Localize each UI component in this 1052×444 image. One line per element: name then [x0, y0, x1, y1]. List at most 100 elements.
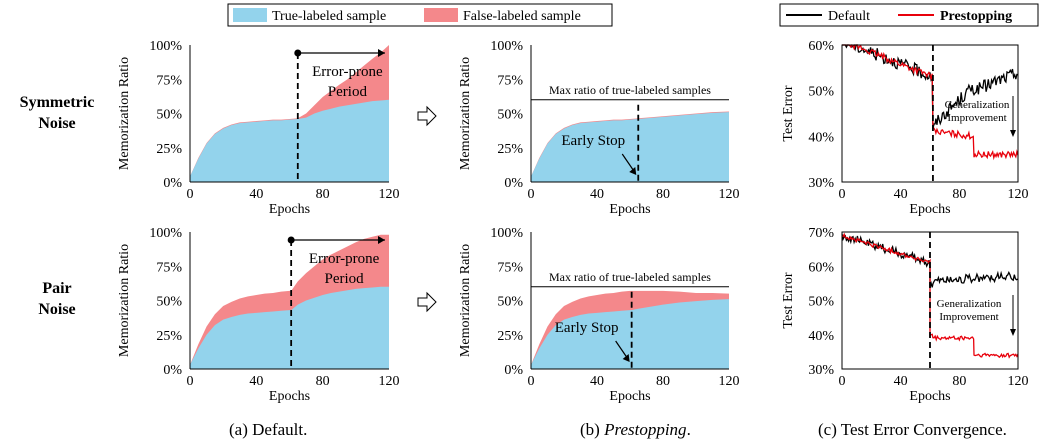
x-tick-label: 40: [894, 187, 908, 202]
x-tick-label: 40: [894, 374, 908, 389]
legend-swatch-true: [233, 8, 267, 22]
legend-frame: [227, 3, 613, 27]
x-axis-label: Epochs: [269, 389, 310, 404]
x-tick-label: 120: [379, 187, 400, 202]
legend-top: True-labeled sample False-labeled sample: [227, 3, 613, 27]
row-label-line: Noise: [38, 115, 76, 132]
error-prone-label: Error-prone: [309, 251, 380, 267]
x-axis-label: Epochs: [609, 389, 650, 404]
y-axis-label: Test Error: [781, 85, 796, 142]
max-ratio-label: Max ratio of true-labeled samples: [549, 83, 711, 97]
x-tick-label: 40: [249, 374, 263, 389]
chart-a-top: 0 40 80 120 0% 25% 50% 75% 100% Epochs Memorizatio…: [117, 39, 400, 217]
error-prone-arrow-head: [378, 236, 385, 244]
y-tick-label: 50%: [808, 295, 834, 310]
y-tick-label: 25%: [497, 142, 523, 157]
x-tick-label: 120: [1008, 374, 1029, 389]
y-axis-label: Memorization Ratio: [458, 57, 473, 170]
generalization-label: Generalization: [945, 99, 1010, 111]
caption-b: (b) Prestopping.: [580, 420, 691, 440]
x-tick-label: 0: [187, 374, 194, 389]
legend-swatch-false: [424, 8, 458, 22]
y-tick-label: 50%: [156, 108, 182, 123]
x-tick-label: 40: [249, 187, 263, 202]
early-stop-arrow-head: [622, 354, 630, 362]
x-tick-label: 120: [379, 374, 400, 389]
early-stop-label: Early Stop: [555, 320, 619, 336]
y-tick-label: 50%: [497, 295, 523, 310]
x-tick-label: 0: [839, 374, 846, 389]
x-tick-label: 80: [952, 187, 966, 202]
y-axis-label: Memorization Ratio: [117, 244, 132, 357]
x-tick-label: 120: [719, 187, 740, 202]
caption-a: (a) Default.: [229, 420, 308, 439]
y-tick-label: 75%: [156, 73, 182, 88]
y-tick-label: 25%: [156, 329, 182, 344]
x-tick-label: 0: [839, 187, 846, 202]
y-tick-label: 100%: [149, 39, 182, 54]
x-tick-label: 0: [528, 187, 535, 202]
row-label-line: Noise: [38, 301, 76, 318]
caption-b-suffix: .: [686, 420, 691, 439]
y-tick-label: 40%: [808, 329, 834, 344]
early-stop-arrow-head: [629, 167, 637, 175]
x-tick-label: 80: [952, 374, 966, 389]
chart-c-top: 0 40 80 120 30% 40% 50% 60% Epochs Test Error Gene…: [781, 39, 1029, 217]
y-tick-label: 25%: [156, 142, 182, 157]
error-prone-label: Period: [328, 84, 368, 100]
true-labeled-area: [531, 299, 729, 369]
generalization-label: Improvement: [939, 311, 998, 323]
y-tick-label: 30%: [808, 363, 834, 378]
true-labeled-area: [190, 286, 389, 369]
x-tick-label: 80: [316, 374, 330, 389]
y-tick-label: 75%: [497, 73, 523, 88]
y-tick-label: 70%: [808, 226, 834, 241]
chart-b-bot: 0 40 80 120 0% 25% 50% 75% 100% Epochs Memorizatio…: [458, 226, 740, 404]
prestopping-series-line: [842, 44, 1019, 161]
improvement-arrow-head: [1010, 329, 1016, 336]
y-tick-label: 50%: [808, 85, 834, 100]
y-tick-label: 50%: [156, 295, 182, 310]
true-labeled-area: [190, 99, 389, 182]
row-label-symmetric: Symmetric Noise: [16, 92, 98, 134]
y-tick-label: 100%: [490, 226, 523, 241]
x-tick-label: 80: [656, 187, 670, 202]
y-tick-label: 75%: [156, 260, 182, 275]
y-tick-label: 0%: [504, 176, 523, 191]
row-label-line: Symmetric: [19, 94, 95, 111]
max-ratio-label: Max ratio of true-labeled samples: [549, 270, 711, 284]
generalization-label: Improvement: [947, 112, 1006, 124]
x-tick-label: 40: [590, 187, 604, 202]
legend-label-false: False-labeled sample: [463, 9, 581, 24]
caption-c: (c) Test Error Convergence.: [818, 420, 1007, 439]
y-axis-label: Test Error: [781, 272, 796, 329]
y-tick-label: 75%: [497, 260, 523, 275]
y-axis-label: Memorization Ratio: [117, 57, 132, 170]
row-label-line: Pair: [42, 280, 72, 297]
x-tick-label: 0: [528, 374, 535, 389]
x-axis-label: Epochs: [909, 389, 950, 404]
caption-b-italic: Prestopping: [604, 420, 687, 439]
chart-c-bot: 0 40 80 120 30% 40% 50% 60% 70% Epochs Test Error G…: [781, 226, 1029, 404]
row-label-pair: Pair Noise: [16, 278, 98, 320]
y-tick-label: 25%: [497, 329, 523, 344]
legend-label-default: Default: [828, 9, 870, 24]
generalization-label: Generalization: [937, 298, 1002, 310]
y-tick-label: 100%: [149, 226, 182, 241]
x-axis-label: Epochs: [909, 202, 950, 217]
x-tick-label: 40: [590, 374, 604, 389]
chart-b-top: 0 40 80 120 0% 25% 50% 75% 100% Epochs Memorizatio…: [458, 39, 740, 217]
y-tick-label: 30%: [808, 176, 834, 191]
x-tick-label: 0: [187, 187, 194, 202]
caption-b-prefix: (b): [580, 420, 605, 439]
x-axis-label: Epochs: [269, 202, 310, 217]
x-tick-label: 120: [719, 374, 740, 389]
error-prone-label: Error-prone: [312, 64, 383, 80]
y-tick-label: 0%: [163, 176, 182, 191]
y-axis-label: Memorization Ratio: [458, 244, 473, 357]
error-prone-label: Period: [324, 271, 364, 287]
x-tick-label: 120: [1008, 187, 1029, 202]
panel-arrow-icon: [417, 105, 437, 127]
y-tick-label: 0%: [163, 363, 182, 378]
